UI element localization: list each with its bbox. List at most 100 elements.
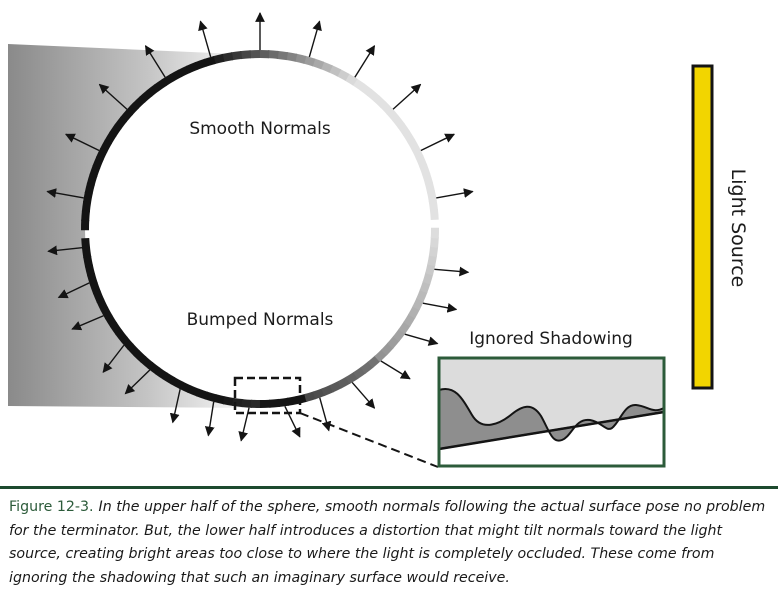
detail-connector-line <box>299 412 439 468</box>
bumped-normals-label: Bumped Normals <box>187 310 334 330</box>
sphere-ring-segment <box>416 289 428 302</box>
sphere-ring-segment <box>424 181 436 194</box>
sphere-ring-segment <box>374 349 388 363</box>
sphere-ring-segment <box>203 56 216 67</box>
inset-border <box>437 356 666 468</box>
sphere-ring-segment <box>312 388 326 400</box>
surface-normal-arrow <box>64 133 100 152</box>
sphere-ring-segment <box>344 73 358 86</box>
sphere-ring-segment <box>186 61 199 74</box>
surface-normal-arrow <box>354 44 376 78</box>
sphere-ring-segment <box>187 385 200 397</box>
surface-normal-arrow <box>144 44 166 78</box>
sphere-ring-segment <box>337 376 351 389</box>
sphere-ring-segment <box>213 394 226 405</box>
sphere-ring-segment <box>268 398 280 408</box>
sphere-outline <box>81 50 439 408</box>
sphere-ring-segment <box>321 384 334 397</box>
sphere-ring-segment <box>83 255 93 268</box>
surface-normal-arrows <box>46 12 474 442</box>
surface-normal-arrow <box>98 83 128 110</box>
sphere-ring-segment <box>89 281 101 295</box>
ignored-shadowing-inset <box>437 356 666 468</box>
sphere-ring-segment <box>294 53 307 64</box>
surface-normal-arrow <box>284 405 301 438</box>
sphere-ring-segment <box>392 328 406 342</box>
sphere-ring-segment <box>240 50 252 60</box>
sphere-ring-segment <box>367 355 381 369</box>
surface-normal-arrow <box>308 20 322 58</box>
sphere-ring-segment <box>87 273 98 286</box>
surface-normal-arrow <box>392 83 422 110</box>
sphere-ring-segment <box>92 290 105 303</box>
sphere-ring-segment <box>222 396 235 406</box>
sphere-interior <box>85 54 435 404</box>
sphere-ring-segment <box>360 361 374 374</box>
surface-normal-arrow <box>71 315 104 331</box>
surface-normal-arrow <box>124 369 151 395</box>
sphere-ring-segment <box>81 237 91 249</box>
sphere-ring-segment <box>328 64 342 77</box>
sphere-ring-segment <box>415 155 428 168</box>
sphere-ring-segment <box>304 391 317 402</box>
sphere-ring-segment <box>114 116 128 130</box>
sphere-ring-segment <box>353 366 367 380</box>
sphere-ring-segment <box>132 95 146 109</box>
surface-normal-arrow <box>319 397 332 432</box>
smooth-normals-label: Smooth Normals <box>189 119 331 139</box>
sphere-ring-segment <box>285 52 298 62</box>
sphere-ring-segment <box>295 393 308 405</box>
sphere-ring-segment <box>195 388 209 400</box>
surface-normal-arrow <box>420 133 456 152</box>
sphere-ring-segment <box>177 65 191 78</box>
sphere-ring-segment <box>427 254 437 267</box>
surface-normal-arrow <box>198 20 212 58</box>
sphere-ring-segment <box>407 138 420 152</box>
sphere-ring-segment <box>81 200 92 213</box>
sphere-ring-segment <box>311 58 325 70</box>
sphere-ring-segment <box>380 342 394 356</box>
ignored-shadowing-label: Ignored Shadowing <box>469 329 633 349</box>
sphere-ring-segment <box>392 115 405 129</box>
sphere-ring-segment <box>386 108 400 122</box>
sphere-ring-segment <box>170 377 184 390</box>
surface-normal-arrow <box>47 245 83 256</box>
sphere-ring-segment <box>286 396 299 406</box>
sphere-ring-segment <box>99 139 112 153</box>
sphere-ring-segment <box>104 131 117 145</box>
sphere-ring-segment <box>230 50 243 61</box>
sphere-ring-segment <box>81 210 90 222</box>
sphere-ring-segment <box>162 372 176 385</box>
sphere-ring-segment <box>100 306 113 320</box>
light-source-bar <box>691 64 714 390</box>
surface-normal-arrow <box>380 360 411 380</box>
surface-normal-arrow <box>351 381 376 409</box>
sphere-ring-segment <box>126 102 140 116</box>
sphere-ring-segment <box>352 78 366 91</box>
sphere-ring-segment <box>204 391 217 403</box>
surface-normal-arrow <box>102 344 125 374</box>
sphere-normals-diagram: Smooth Normals Bumped Normals Ignored Sh… <box>8 12 749 468</box>
sphere-ring-segment <box>373 95 387 109</box>
sphere-ring-segment <box>359 83 373 97</box>
sphere-ring-segment <box>120 109 133 123</box>
sphere-ring-segment <box>411 146 424 160</box>
sphere-ring-segment <box>427 190 437 203</box>
sphere-ring-segment <box>89 164 101 178</box>
surface-normal-arrow <box>434 266 470 277</box>
sphere-ring-segment <box>397 122 411 136</box>
sphere-ring-segment <box>81 246 92 259</box>
sphere-ring-segment <box>115 329 128 343</box>
sphere-ring-segment <box>419 163 431 177</box>
sphere-ring-segment <box>83 191 93 204</box>
sphere-ring-segment <box>147 361 161 375</box>
sphere-ring-segment <box>126 343 140 357</box>
sphere-ring-segment <box>345 371 359 385</box>
sphere-ring-segment <box>430 236 439 248</box>
sphere-ring-segment <box>92 156 104 169</box>
figure-number: Figure 12-3. <box>9 499 94 515</box>
caption-divider <box>0 486 778 489</box>
sphere-ring-segment <box>194 58 208 70</box>
sphere-ring-segment <box>120 336 134 350</box>
